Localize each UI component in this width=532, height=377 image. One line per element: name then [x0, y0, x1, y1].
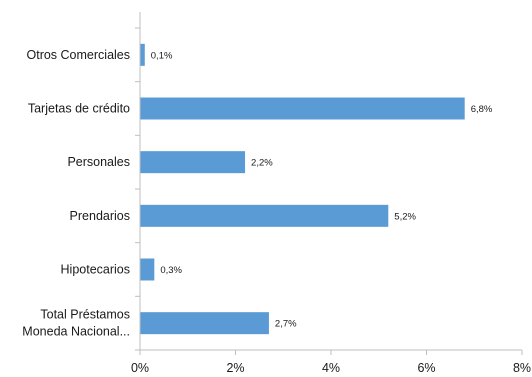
x-tick-label-2: 2% [226, 361, 244, 375]
value-label-2: 6,8% [471, 104, 493, 115]
value-label-3: 2,2% [251, 158, 273, 169]
bar-6 [140, 312, 269, 335]
category-label-3: Personales [67, 155, 130, 169]
category-label-1: Otros Comerciales [27, 48, 131, 62]
value-labels-group: 0,1% 6,8% 2,2% 5,2% 0,3% 2,7% [151, 50, 493, 329]
bar-4 [140, 204, 389, 227]
value-label-4: 5,2% [394, 211, 416, 222]
axes-group [135, 12, 523, 355]
category-label-line: Otros Comerciales [27, 48, 131, 62]
category-label-line: Total Préstamos [40, 308, 130, 322]
x-tick-label-5: 8% [513, 361, 531, 375]
category-label-line: Prendarios [70, 209, 130, 223]
category-label-line: Hipotecarios [61, 263, 130, 277]
value-label-6: 2,7% [275, 319, 297, 330]
bar-1 [140, 43, 145, 66]
x-tick-label-3: 4% [322, 361, 340, 375]
category-label-2: Tarjetas de crédito [28, 102, 130, 116]
category-label-4: Prendarios [70, 209, 130, 223]
value-label-1: 0,1% [151, 50, 173, 61]
category-label-line: Moneda Nacional... [22, 325, 130, 339]
bar-2 [140, 97, 465, 120]
category-labels-group: Otros Comerciales Tarjetas de crédito Pers… [22, 48, 130, 339]
x-tick-label-4: 6% [417, 361, 435, 375]
category-label-6: Total Préstamos Moneda Nacional... [22, 308, 130, 339]
x-tick-label-1: 0% [131, 361, 149, 375]
bar-3 [140, 151, 246, 174]
tick-labels-group: 0% 2% 4% 6% 8% [131, 361, 531, 375]
category-label-line: Tarjetas de crédito [28, 102, 130, 116]
category-label-line: Personales [67, 155, 130, 169]
bars-group [140, 43, 465, 335]
bar-5 [140, 258, 155, 281]
category-label-5: Hipotecarios [61, 263, 130, 277]
value-label-5: 0,3% [160, 265, 182, 276]
